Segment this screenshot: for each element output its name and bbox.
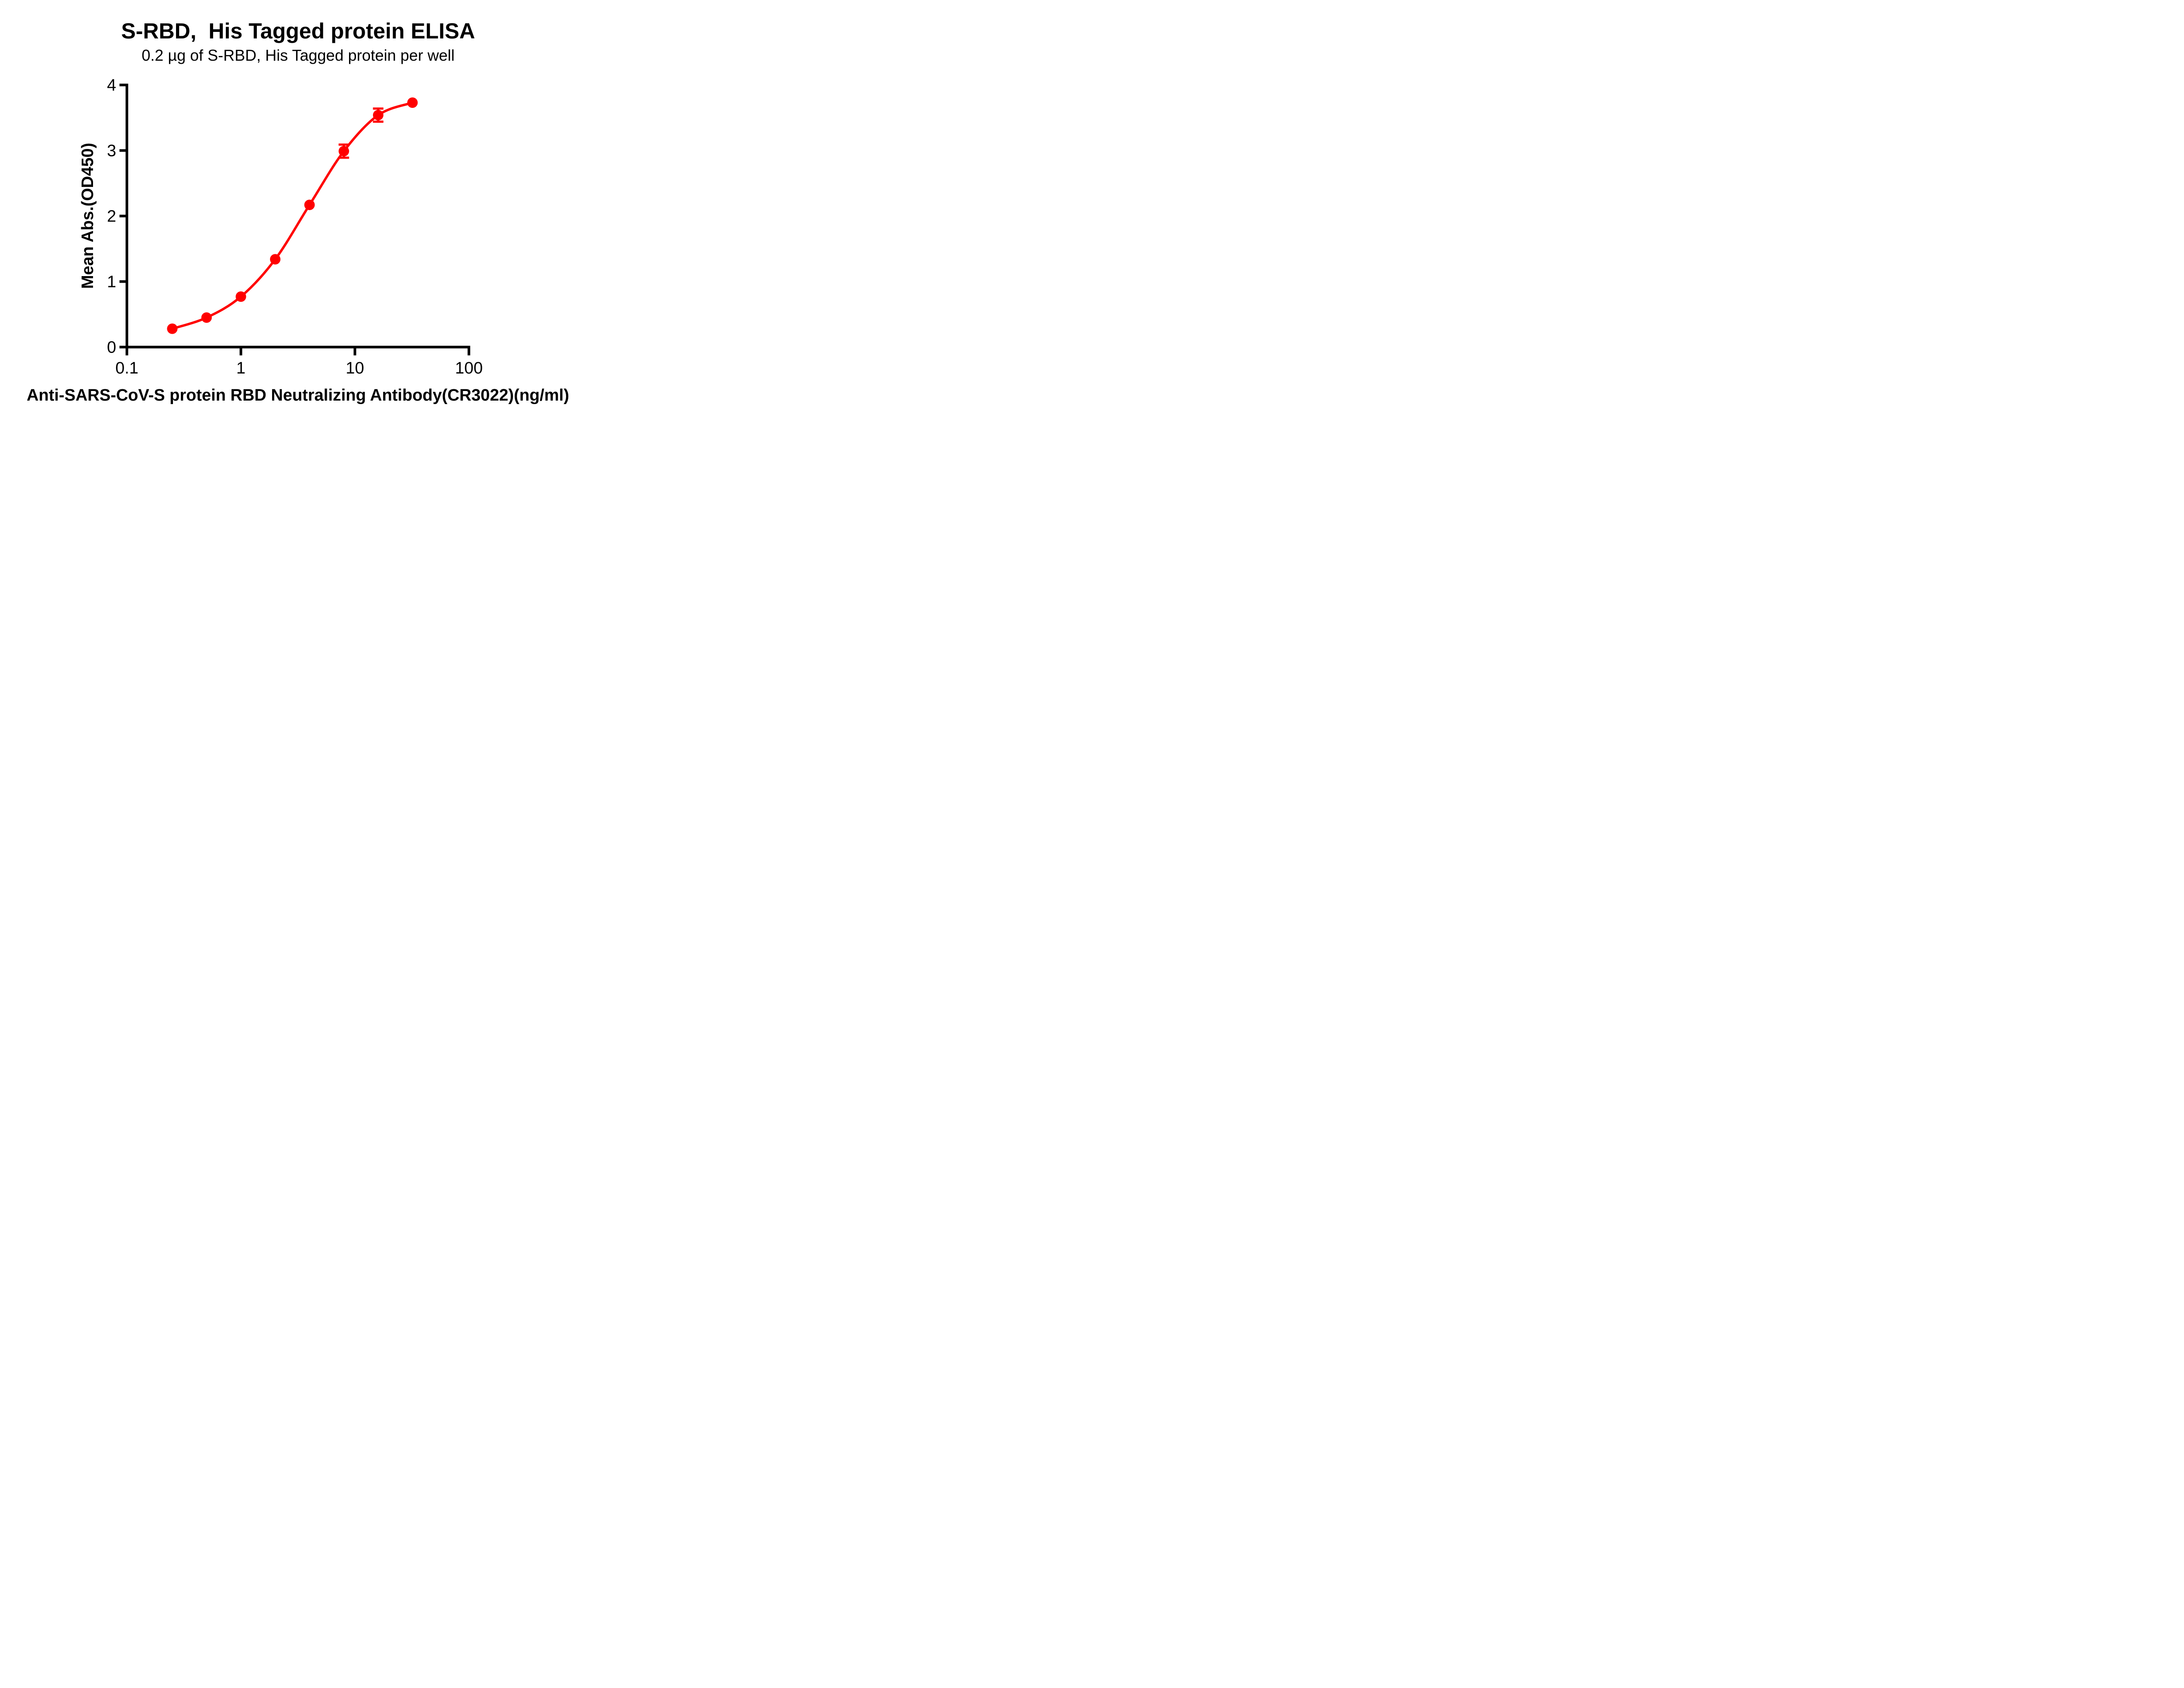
x-tick-label: 100 [455,359,483,377]
data-point [167,323,178,334]
y-tick-labels-group: 0 1 2 3 4 [107,76,116,357]
y-ticks-group [119,83,127,349]
chart-title: S-RBD, His Tagged protein ELISA [121,19,475,43]
x-tick-labels-group: 0.1 1 10 100 [115,359,483,377]
data-point [235,291,246,302]
y-tick-label: 4 [107,76,116,95]
chart-subtitle: 0.2 µg of S-RBD, His Tagged protein per … [142,46,455,64]
data-curve [171,101,414,330]
y-tick-label: 0 [107,339,116,357]
x-tick-label: 0.1 [115,359,138,377]
y-tick-label: 3 [107,142,116,160]
y-axis-label: Mean Abs.(OD450) [79,143,97,289]
x-ticks-group [125,347,470,356]
data-point [339,146,349,156]
data-point [270,254,281,265]
y-tick-label: 2 [107,208,116,226]
data-point [201,312,212,323]
data-point [304,200,315,210]
data-points-group [167,97,418,334]
series-group [167,97,418,334]
axes-group: 0.1 1 10 100 0 1 2 3 4 [107,76,483,378]
data-point [373,110,384,121]
x-tick-label: 1 [236,359,245,377]
x-tick-label: 10 [346,359,364,377]
plot-svg: 0.1 1 10 100 0 1 2 3 4 Anti-SARS-CoV-S protein … [27,76,569,405]
page: S-RBD, His Tagged protein ELISA 0.2 µg o… [0,0,596,422]
y-tick-label: 1 [107,273,116,291]
data-point [407,97,418,108]
x-axis-label: Anti-SARS-CoV-S protein RBD Neutralizing… [27,386,569,405]
